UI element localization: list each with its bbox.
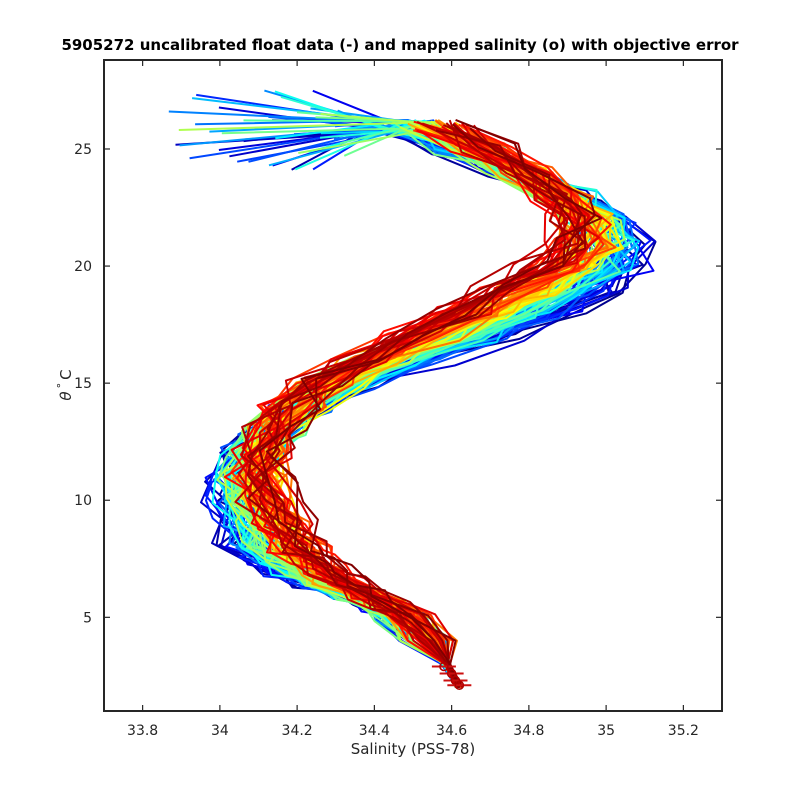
y-axis-label: θ ° C — [55, 369, 75, 400]
x-tick-label: 35 — [597, 723, 615, 739]
y-tick-label: 10 — [74, 493, 92, 509]
x-axis: 33.8 34 34.2 34.4 34.6 34.8 35 35.2 — [127, 60, 699, 739]
y-axis: 5 10 15 20 25 — [74, 142, 722, 626]
profile-line — [246, 126, 586, 689]
axes-frame — [103, 59, 723, 712]
x-tick-label: 33.8 — [127, 723, 158, 739]
mapped-salinity-marker — [439, 661, 449, 672]
y-tick-label: 25 — [74, 142, 92, 158]
profile-line — [260, 123, 583, 689]
y-axis-label-symbol: θ — [57, 391, 75, 400]
plot-area — [104, 60, 722, 711]
x-tick-label: 34.4 — [359, 723, 390, 739]
y-axis-label-degree: ° — [55, 383, 68, 389]
x-tick-label: 34.2 — [282, 723, 313, 739]
mapped-salinity-marker — [446, 668, 457, 679]
x-tick-label: 34.6 — [436, 723, 467, 739]
y-tick-label: 5 — [83, 610, 92, 626]
x-axis-label: Salinity (PSS-78) — [351, 740, 476, 758]
x-tick-label: 34 — [211, 723, 229, 739]
profile-line — [247, 129, 587, 688]
x-tick-label: 35.2 — [668, 723, 699, 739]
mapped-salinity-markers — [431, 661, 472, 690]
mapped-salinity-marker — [454, 680, 465, 690]
y-tick-label: 20 — [74, 259, 92, 275]
y-tick-label: 15 — [74, 376, 92, 392]
profile-line — [258, 118, 603, 688]
profile-line — [246, 120, 566, 689]
chart-title: 5905272 uncalibrated float data (-) and … — [61, 36, 739, 54]
y-axis-label-unit: C — [57, 369, 75, 379]
profile-line — [237, 122, 568, 689]
profile-lines — [168, 89, 657, 689]
x-tick-label: 34.8 — [513, 723, 544, 739]
profile-line — [265, 123, 596, 688]
